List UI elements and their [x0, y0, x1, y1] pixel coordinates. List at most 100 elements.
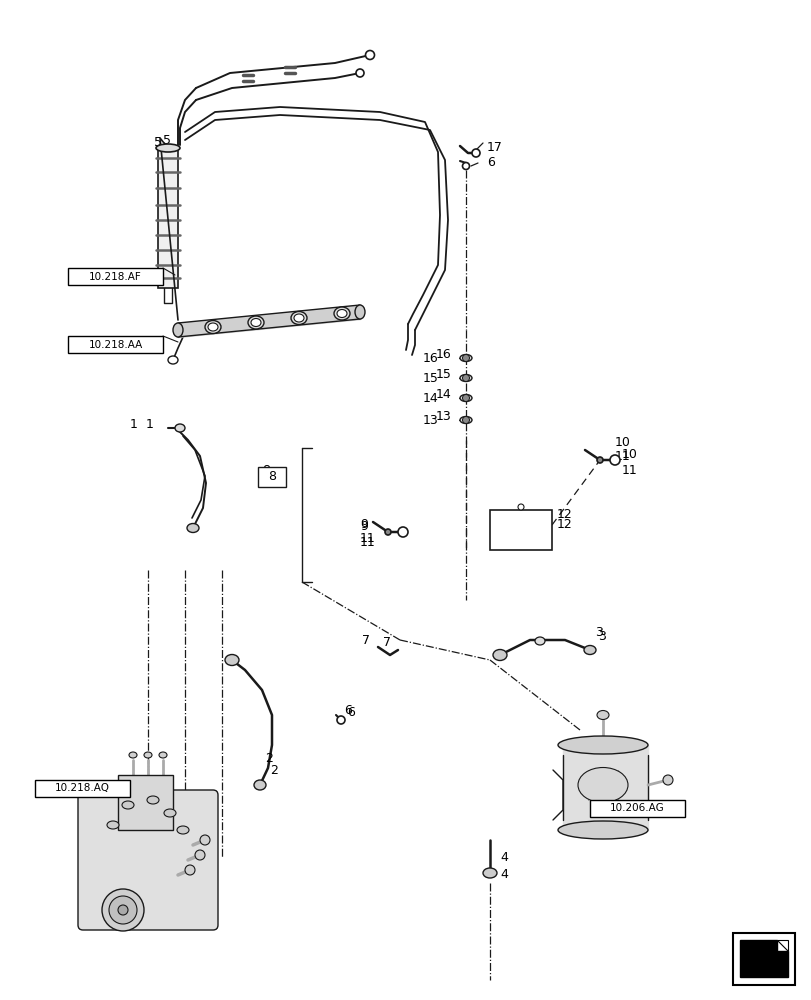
Ellipse shape	[177, 826, 189, 834]
Text: 9: 9	[359, 518, 367, 530]
Ellipse shape	[204, 320, 221, 334]
Ellipse shape	[175, 424, 185, 432]
Ellipse shape	[225, 654, 238, 666]
Polygon shape	[776, 940, 787, 951]
Bar	[35, 780, 130, 797]
Ellipse shape	[109, 896, 137, 924]
Ellipse shape	[577, 768, 627, 802]
Circle shape	[462, 394, 469, 401]
Text: 17: 17	[487, 141, 502, 154]
Text: 5: 5	[154, 136, 162, 149]
Text: 11: 11	[359, 532, 375, 544]
Circle shape	[337, 716, 345, 724]
Circle shape	[462, 355, 469, 361]
Ellipse shape	[337, 310, 346, 318]
Ellipse shape	[118, 905, 128, 915]
Ellipse shape	[144, 752, 152, 758]
Text: 16: 16	[436, 349, 451, 361]
Circle shape	[462, 416, 469, 424]
Text: 6: 6	[344, 704, 351, 716]
Ellipse shape	[129, 752, 137, 758]
Ellipse shape	[492, 650, 506, 660]
Text: 2: 2	[264, 752, 272, 764]
Ellipse shape	[460, 374, 471, 381]
Ellipse shape	[254, 780, 266, 790]
Ellipse shape	[460, 416, 471, 424]
Ellipse shape	[168, 356, 178, 364]
Circle shape	[384, 529, 391, 535]
Text: 15: 15	[423, 371, 438, 384]
Text: 7: 7	[362, 634, 370, 646]
Text: 4: 4	[500, 868, 507, 882]
Ellipse shape	[583, 646, 595, 654]
Text: 2: 2	[270, 764, 277, 776]
Polygon shape	[739, 940, 787, 977]
Circle shape	[663, 775, 672, 785]
Ellipse shape	[354, 305, 365, 319]
Text: 10.206.AG: 10.206.AG	[609, 803, 664, 813]
Text: 3: 3	[597, 630, 605, 644]
Circle shape	[365, 51, 374, 60]
Text: 10.218.AQ: 10.218.AQ	[55, 784, 109, 793]
Text: 5: 5	[163, 134, 171, 147]
Text: 6: 6	[487, 156, 494, 169]
Text: 14: 14	[423, 391, 438, 404]
Ellipse shape	[534, 637, 544, 645]
Circle shape	[609, 455, 620, 465]
Ellipse shape	[164, 809, 176, 817]
Ellipse shape	[208, 323, 217, 331]
Text: 11: 11	[621, 464, 637, 477]
Circle shape	[397, 527, 407, 537]
Bar	[590, 800, 684, 817]
Ellipse shape	[483, 868, 496, 878]
Text: 10: 10	[614, 436, 630, 450]
Bar	[158, 148, 178, 288]
Bar	[118, 775, 173, 830]
Ellipse shape	[173, 323, 182, 337]
Ellipse shape	[290, 312, 307, 324]
Ellipse shape	[122, 801, 134, 809]
Text: 12: 12	[556, 508, 572, 520]
Text: 13: 13	[436, 410, 451, 424]
Text: 8: 8	[262, 464, 270, 478]
Text: 11: 11	[614, 450, 630, 464]
Ellipse shape	[247, 316, 264, 329]
Circle shape	[462, 163, 469, 170]
Circle shape	[185, 865, 195, 875]
Circle shape	[471, 149, 479, 157]
Text: 13: 13	[423, 414, 438, 426]
Ellipse shape	[557, 736, 647, 754]
Ellipse shape	[460, 394, 471, 401]
Ellipse shape	[251, 318, 260, 326]
Circle shape	[596, 457, 603, 463]
Text: 15: 15	[436, 368, 451, 381]
Text: 4: 4	[500, 851, 507, 864]
Bar	[732, 933, 794, 985]
Bar	[258, 467, 285, 487]
Ellipse shape	[156, 144, 180, 152]
Text: 12: 12	[556, 518, 572, 532]
Circle shape	[200, 835, 210, 845]
Ellipse shape	[147, 796, 159, 804]
Ellipse shape	[294, 314, 303, 322]
Text: 6: 6	[346, 706, 354, 718]
Text: 10.218.AA: 10.218.AA	[88, 340, 143, 350]
Ellipse shape	[159, 752, 167, 758]
Text: 10: 10	[621, 448, 637, 462]
Ellipse shape	[102, 889, 144, 931]
FancyBboxPatch shape	[78, 790, 217, 930]
Text: 8: 8	[268, 471, 276, 484]
Ellipse shape	[187, 524, 199, 532]
Bar	[68, 268, 163, 285]
Text: 16: 16	[423, 352, 438, 364]
Circle shape	[462, 374, 469, 381]
Bar	[489, 510, 551, 550]
Ellipse shape	[107, 821, 119, 829]
Text: 1: 1	[146, 418, 154, 432]
Ellipse shape	[333, 307, 350, 320]
Text: 9: 9	[359, 520, 367, 534]
Text: 3: 3	[594, 626, 602, 640]
Circle shape	[195, 850, 204, 860]
Text: 1: 1	[130, 418, 138, 432]
Ellipse shape	[596, 710, 608, 719]
